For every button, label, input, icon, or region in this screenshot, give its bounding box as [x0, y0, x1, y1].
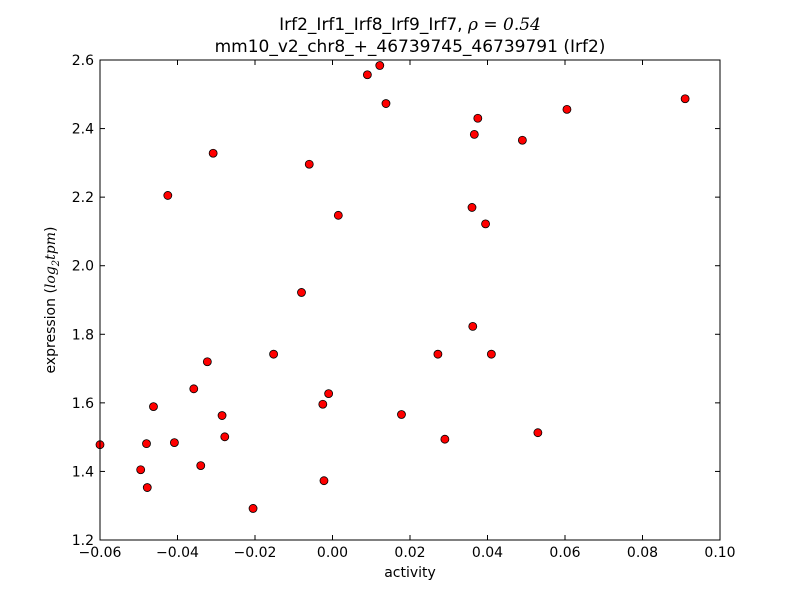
scatter-point [269, 349, 279, 359]
scatter-point [220, 432, 230, 442]
axis-ticks: −0.06 −0.04 −0.02 0.00 0.02 0.04 0.06 0.08 0.10 1… [72, 53, 736, 561]
x-tick-label: −0.06 [79, 545, 122, 561]
scatter-point [169, 438, 179, 448]
scatter-point [318, 399, 328, 409]
scatter-point [208, 148, 218, 158]
scatter-point [142, 439, 151, 449]
plot-frame [99, 59, 721, 541]
data-points [95, 61, 690, 513]
scatter-point [517, 135, 527, 145]
y-label-close: ) [43, 226, 59, 231]
scatter-point [473, 113, 483, 123]
x-tick-label: 0.02 [394, 545, 425, 561]
y-tick-label: 2.2 [72, 190, 94, 206]
x-axis-label: activity [384, 565, 436, 581]
scatter-point [375, 61, 385, 70]
scatter-point [333, 210, 343, 220]
x-tick-label: −0.02 [234, 545, 277, 561]
y-label-tpm: tpm [43, 232, 59, 260]
scatter-point [481, 219, 490, 229]
scatter-point [397, 410, 406, 419]
chart-title-line2: mm10_v2_chr8_+_46739745_46739791 (Irf2) [215, 37, 606, 57]
chart-title-line1: Irf2_Irf1_Irf8_Irf9_Irf7, ρ = 0.54 [279, 15, 541, 35]
scatter-point [467, 203, 477, 212]
y-label-text: expression ( [43, 288, 59, 373]
x-tick-label: 0.10 [704, 545, 735, 561]
scatter-point [440, 434, 450, 444]
x-tick-label: 0.00 [317, 545, 348, 561]
scatter-point [362, 70, 372, 80]
y-axis-label: expression (log2tpm) [43, 226, 62, 373]
scatter-point [196, 461, 206, 471]
y-tick-label: 1.8 [72, 327, 94, 343]
title-line1-text: Irf2_Irf1_Irf8_Irf9_Irf7, [279, 15, 468, 35]
scatter-point [324, 389, 334, 399]
title-rho-value: = 0.54 [478, 15, 541, 35]
scatter-point [297, 288, 306, 297]
scatter-point [680, 94, 690, 104]
y-tick-label: 2.0 [72, 259, 94, 275]
y-label-log: log [43, 266, 59, 288]
x-tick-label: 0.08 [627, 545, 658, 561]
x-tick-label: −0.04 [156, 545, 199, 561]
y-tick-label: 2.6 [72, 53, 94, 69]
scatter-point [248, 504, 258, 513]
scatter-point [189, 384, 199, 394]
scatter-point [381, 99, 391, 108]
y-label-sub: 2 [51, 260, 62, 267]
scatter-point [202, 357, 212, 367]
scatter-point [486, 349, 496, 359]
scatter-point [142, 483, 152, 492]
y-tick-label: 1.6 [72, 396, 94, 412]
x-tick-label: 0.04 [472, 545, 503, 561]
scatter-point [319, 476, 329, 486]
scatter-point [149, 402, 158, 412]
scatter-point [163, 191, 173, 200]
title-rho: ρ [467, 15, 478, 35]
scatter-point [217, 411, 227, 420]
scatter-point [562, 104, 572, 114]
scatter-point [468, 321, 478, 331]
scatter-point [469, 129, 479, 139]
scatter-point [304, 159, 314, 169]
scatter-point [433, 349, 443, 359]
y-tick-label: 1.4 [72, 464, 94, 480]
x-tick-label: 0.06 [549, 545, 580, 561]
scatter-point [533, 428, 543, 438]
y-tick-label: 2.4 [72, 122, 94, 138]
scatter-point [136, 465, 146, 475]
y-tick-label: 1.2 [72, 533, 94, 549]
